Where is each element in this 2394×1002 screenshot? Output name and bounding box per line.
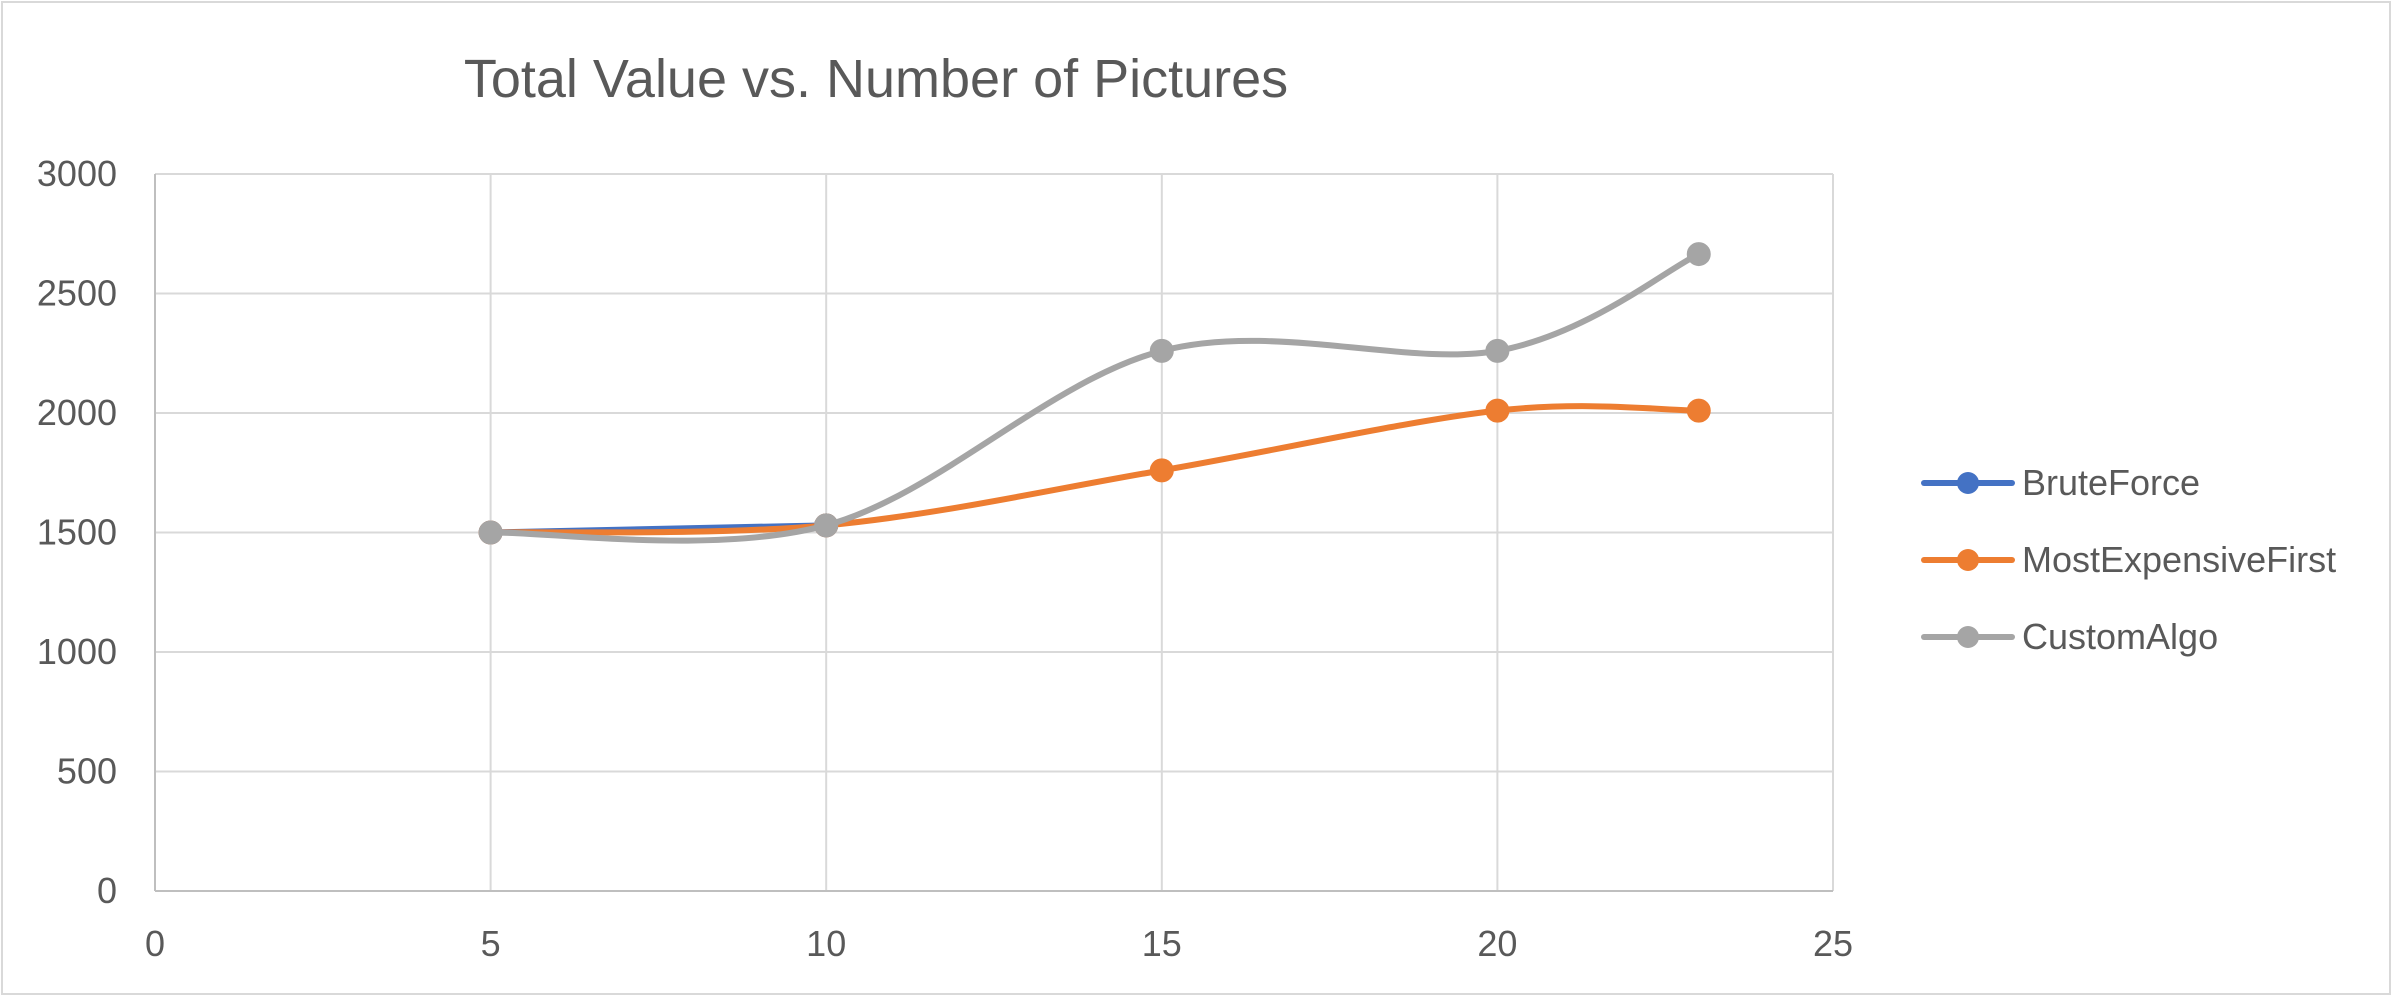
- data-point-CustomAlgo: [1485, 338, 1510, 363]
- data-point-CustomAlgo: [1149, 338, 1174, 363]
- legend-swatch-marker: [1957, 626, 1979, 648]
- x-tick-label: 10: [806, 923, 846, 964]
- legend-swatch-marker: [1957, 472, 1979, 494]
- data-point-MostExpensiveFirst: [1485, 398, 1510, 423]
- tick-labels: 0 500 1000 1500 2000 2500 3000 0 5 10 15 20 25: [37, 153, 1853, 964]
- data-point-CustomAlgo: [814, 513, 839, 538]
- x-tick-label: 25: [1813, 923, 1853, 964]
- y-tick-label: 500: [57, 751, 117, 792]
- legend: BruteForce MostExpensiveFirst CustomAlgo: [1921, 462, 2336, 657]
- x-tick-label: 15: [1142, 923, 1182, 964]
- data-point-MostExpensiveFirst: [1686, 398, 1711, 423]
- chart-svg: Total Value vs. Number of Pictures 0 500 1…: [37, 49, 2336, 964]
- legend-item-CustomAlgo: CustomAlgo: [1921, 616, 2218, 657]
- y-tick-label: 1000: [37, 631, 117, 672]
- legend-item-MostExpensiveFirst: MostExpensiveFirst: [1921, 539, 2336, 580]
- chart-title: Total Value vs. Number of Pictures: [464, 49, 1288, 109]
- y-tick-label: 3000: [37, 153, 117, 194]
- x-tick-label: 5: [481, 923, 501, 964]
- legend-label: MostExpensiveFirst: [2022, 539, 2336, 580]
- series-line-CustomAlgo: [487, 251, 1702, 544]
- series-CustomAlgo: [478, 242, 1711, 545]
- data-point-CustomAlgo: [478, 520, 503, 545]
- series-layer: [478, 242, 1711, 545]
- data-point-CustomAlgo: [1686, 242, 1711, 267]
- y-tick-label: 2500: [37, 273, 117, 314]
- y-tick-label: 1500: [37, 512, 117, 553]
- x-tick-label: 20: [1477, 923, 1517, 964]
- y-tick-label: 2000: [37, 392, 117, 433]
- data-point-MostExpensiveFirst: [1149, 458, 1174, 483]
- legend-item-BruteForce: BruteForce: [1921, 462, 2200, 503]
- gridlines: [155, 173, 1834, 891]
- axes: [154, 174, 1833, 892]
- series-line-MostExpensiveFirst: [487, 403, 1702, 536]
- legend-label: CustomAlgo: [2022, 616, 2218, 657]
- series-MostExpensiveFirst: [478, 398, 1711, 545]
- y-tick-label: 0: [97, 870, 117, 911]
- x-tick-label: 0: [145, 923, 165, 964]
- legend-swatch-marker: [1957, 549, 1979, 571]
- legend-label: BruteForce: [2022, 462, 2200, 503]
